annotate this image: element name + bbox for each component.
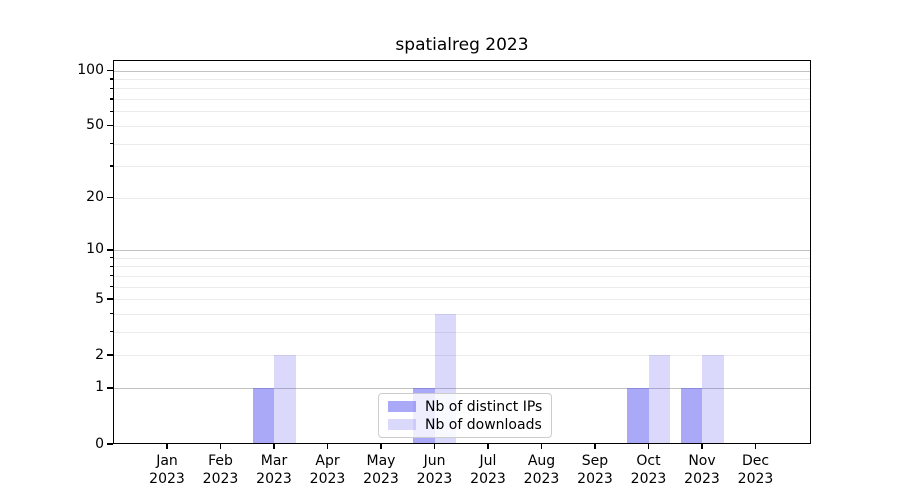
x-axis-tick-label: Jul 2023	[470, 453, 506, 487]
legend-label-downloads: Nb of downloads	[425, 416, 542, 433]
gridline-minor	[113, 286, 811, 288]
gridline-minor	[113, 88, 811, 90]
y-axis-tick-label: 0	[95, 435, 104, 452]
gridline-minor	[113, 125, 811, 127]
y-axis-minor-tick	[110, 165, 113, 167]
x-axis-tick-label: Mar 2023	[256, 453, 292, 487]
y-axis-minor-tick	[110, 110, 113, 112]
y-axis-minor-tick	[110, 257, 113, 259]
y-axis-tick	[107, 443, 113, 445]
gridline-minor	[113, 331, 811, 333]
gridline-minor	[113, 275, 811, 277]
x-axis-tick	[540, 444, 543, 449]
y-axis-minor-tick	[110, 142, 113, 145]
x-axis-tick-label: Aug 2023	[523, 453, 560, 487]
y-axis-minor-tick	[110, 313, 113, 315]
x-axis-tick-label: May 2023	[363, 453, 399, 487]
y-axis-minor-tick	[110, 331, 113, 333]
x-axis-tick-label: Nov 2023	[684, 453, 720, 487]
gridline-minor	[113, 355, 811, 357]
y-axis-minor-tick	[110, 78, 113, 80]
y-axis-tick-label: 20	[86, 189, 104, 206]
x-axis-tick	[594, 444, 596, 449]
bar	[680, 387, 702, 444]
x-axis-tick	[433, 444, 436, 449]
plot-area	[113, 60, 811, 444]
x-axis-tick	[647, 444, 650, 449]
y-axis-tick	[107, 125, 113, 127]
legend-swatch-distinct-ips	[388, 401, 416, 412]
y-axis-tick-label: 10	[86, 241, 104, 258]
gridline-minor	[113, 111, 811, 113]
x-axis-tick-label: Oct 2023	[630, 453, 667, 487]
y-axis-tick-label: 50	[86, 117, 104, 134]
legend-label-distinct-ips: Nb of distinct IPs	[425, 398, 543, 415]
y-axis-minor-tick	[110, 87, 113, 90]
y-axis-tick	[107, 298, 113, 300]
y-axis-tick-label: 2	[95, 346, 104, 363]
y-axis-tick	[107, 249, 113, 251]
x-axis-tick-label: Jun 2023	[416, 453, 453, 487]
gridline-minor	[113, 266, 811, 268]
gridline-minor	[113, 197, 811, 199]
bar	[702, 355, 724, 444]
x-axis-tick-label: Apr 2023	[309, 453, 346, 487]
y-axis-tick	[107, 354, 113, 356]
x-axis-tick	[701, 444, 703, 449]
y-axis-minor-tick	[110, 285, 113, 288]
x-axis-tick	[326, 444, 329, 449]
legend-swatch-downloads	[388, 419, 416, 430]
gridline-major	[113, 387, 811, 389]
y-axis-tick	[107, 196, 113, 199]
y-axis-tick-label: 100	[77, 62, 104, 78]
x-axis-tick	[487, 444, 489, 449]
y-axis-tick	[107, 69, 113, 72]
x-axis-tick	[166, 444, 168, 449]
gridline-minor	[113, 166, 811, 168]
gridline-minor	[113, 313, 811, 315]
gridline-minor	[113, 143, 811, 145]
bar	[648, 355, 670, 444]
x-axis-tick-label: Feb 2023	[202, 453, 239, 487]
gridline-major	[113, 249, 811, 251]
bar	[252, 387, 274, 444]
x-axis-tick-label: Jan 2023	[149, 453, 185, 487]
y-axis-minor-tick	[110, 265, 113, 267]
gridline-minor	[113, 299, 811, 300]
gridline-minor	[113, 99, 811, 100]
x-axis-tick-label: Dec 2023	[737, 453, 774, 487]
gridline-major	[113, 70, 811, 72]
gridline-minor	[113, 78, 811, 80]
x-axis-tick	[273, 444, 275, 449]
x-axis-tick	[380, 444, 382, 449]
x-axis-tick-label: Sep 2023	[577, 453, 613, 487]
bar	[274, 355, 296, 444]
gridline-minor	[113, 257, 811, 259]
x-axis-tick	[219, 444, 222, 449]
bar	[627, 387, 649, 444]
y-axis-minor-tick	[110, 275, 113, 277]
x-axis-tick	[754, 444, 757, 449]
legend: Nb of distinct IPs Nb of downloads	[378, 393, 553, 438]
y-axis-tick-label: 1	[95, 379, 104, 396]
y-axis-tick-label: 5	[95, 290, 104, 307]
chart-title: spatialreg 2023	[395, 35, 529, 55]
legend-item-distinct-ips: Nb of distinct IPs	[388, 398, 542, 415]
y-axis-tick	[107, 387, 113, 389]
legend-item-downloads: Nb of downloads	[388, 416, 542, 433]
y-axis-minor-tick	[110, 98, 113, 100]
